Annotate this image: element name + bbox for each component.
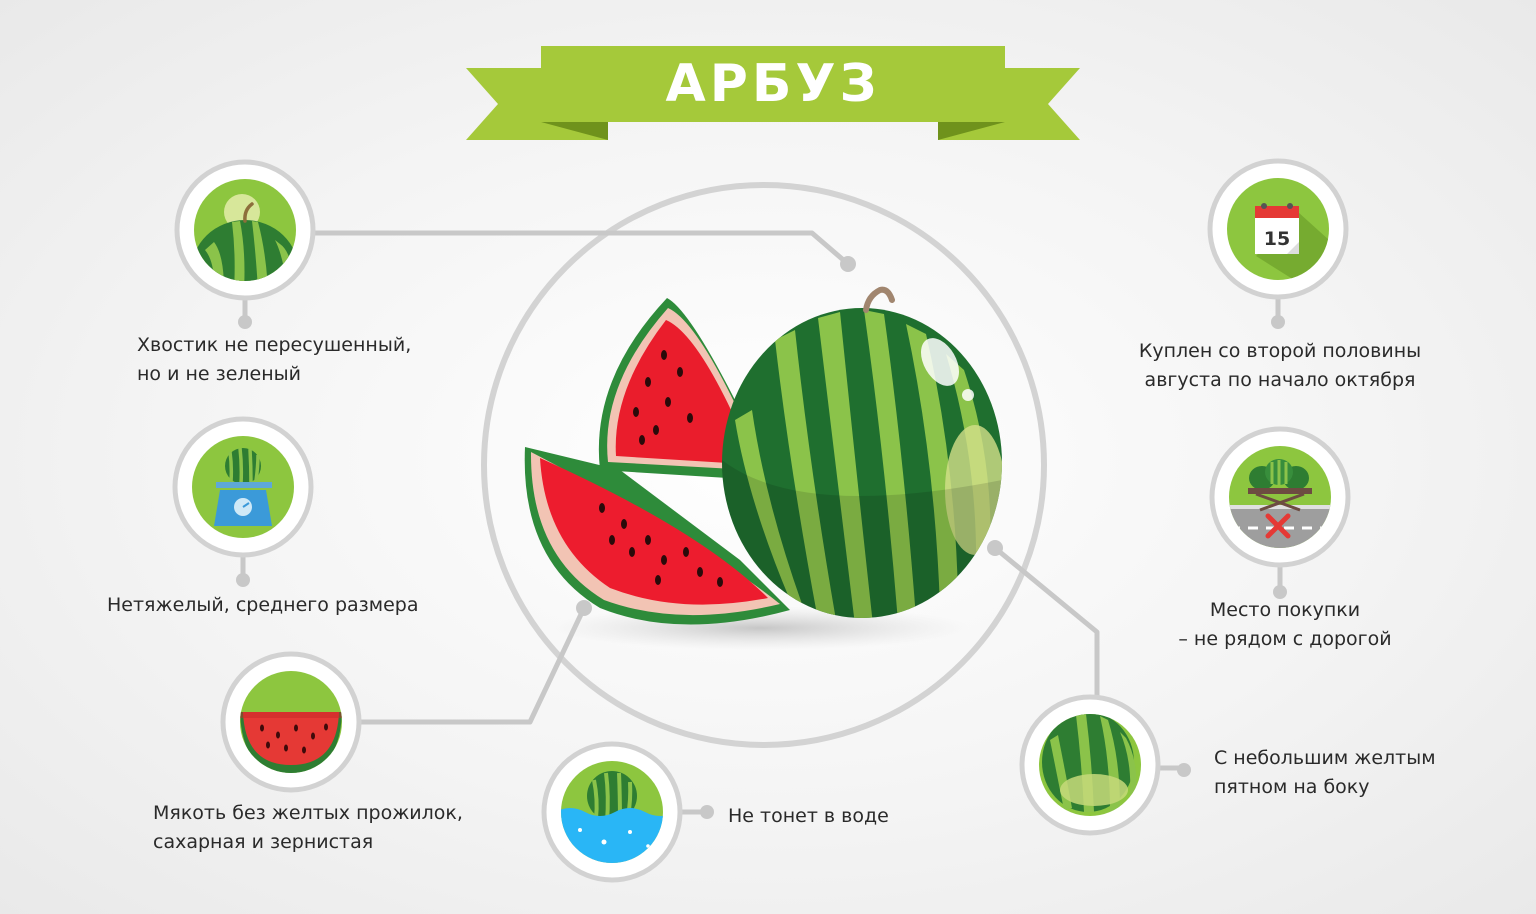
tip-line: Не тонет в воде	[728, 805, 889, 827]
tip-line: Место покупки	[1209, 599, 1361, 621]
tip-line: Нетяжелый, среднего размера	[107, 594, 419, 616]
tip-line: Хвостик не пересушенный,	[137, 334, 412, 356]
tip-line: но и не зеленый	[137, 363, 302, 385]
tip-spot-text: С небольшим желтым пятном на боку	[1214, 744, 1436, 802]
roadside-stall-icon	[1229, 446, 1331, 548]
connector-dots	[236, 256, 1287, 819]
scale-icon	[192, 436, 294, 538]
watermelon-illustration	[524, 286, 1002, 650]
tip-line: С небольшим желтым	[1214, 747, 1436, 769]
front-watermelon-slice	[524, 447, 790, 625]
page-title: АРБУЗ	[665, 54, 881, 114]
title-banner	[466, 46, 1080, 140]
whole-watermelon	[722, 286, 1002, 618]
tip-flesh-text: Мякоть без желтых прожилок, сахарная и з…	[153, 799, 463, 857]
tip-water-text: Не тонет в воде	[728, 802, 889, 831]
calendar-icon: 15	[1227, 178, 1329, 280]
back-watermelon-slice	[598, 298, 760, 480]
tip-line: пятном на боку	[1214, 776, 1370, 798]
tip-line: – не рядом с дорогой	[1178, 628, 1392, 650]
connector-lines	[240, 230, 1283, 815]
water-icon	[561, 761, 663, 863]
calendar-day-number: 15	[1264, 228, 1290, 250]
tip-line: Мякоть без желтых прожилок,	[153, 802, 463, 824]
tip-line: Куплен со второй половины	[1138, 340, 1422, 362]
yellow-spot-icon	[1039, 714, 1141, 816]
tip-place-text: Место покупки – не рядом с дорогой	[1140, 596, 1430, 654]
watermelon-slice-icon	[240, 671, 342, 773]
tip-weight-text: Нетяжелый, среднего размера	[107, 591, 418, 620]
central-ring	[481, 182, 1047, 748]
tip-date-text: Куплен со второй половины августа по нач…	[1120, 337, 1440, 395]
tip-line: августа по начало октября	[1144, 369, 1416, 391]
tip-line: сахарная и зернистая	[153, 831, 374, 853]
watermelon-tail-icon	[194, 179, 296, 281]
tip-tail-text: Хвостик не пересушенный, но и не зеленый	[137, 331, 411, 389]
